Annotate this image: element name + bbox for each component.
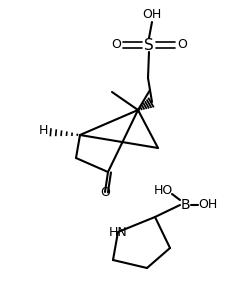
Text: O: O xyxy=(100,186,110,198)
Text: S: S xyxy=(144,37,154,53)
Text: OH: OH xyxy=(142,9,162,21)
Text: HN: HN xyxy=(109,225,127,238)
Text: HO: HO xyxy=(153,184,173,197)
Text: O: O xyxy=(177,39,187,51)
Text: OH: OH xyxy=(198,198,218,211)
Text: O: O xyxy=(111,39,121,51)
Text: H: H xyxy=(38,124,48,137)
Text: B: B xyxy=(180,198,190,212)
